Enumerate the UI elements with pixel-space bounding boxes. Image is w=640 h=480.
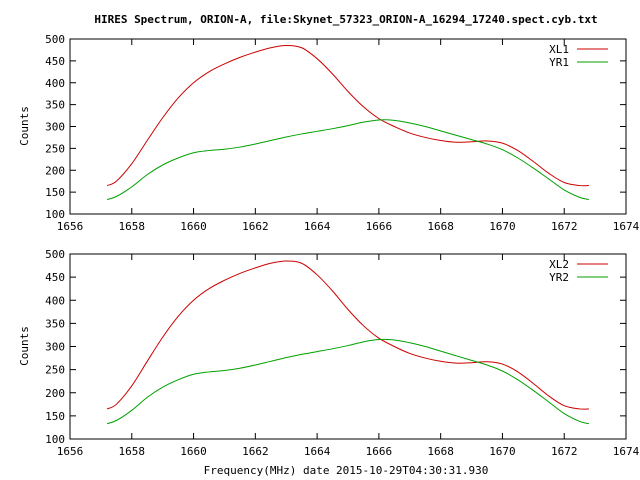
top-x-tick-label: 1664 <box>304 220 331 233</box>
bottom-x-tick-label: 1670 <box>489 445 516 458</box>
top-y-tick-label: 100 <box>45 208 65 221</box>
top-x-tick-label: 1656 <box>57 220 84 233</box>
bottom-y-tick-label: 450 <box>45 271 65 284</box>
top-x-tick-label: 1668 <box>427 220 454 233</box>
top-x-tick-label: 1658 <box>119 220 146 233</box>
top-series-xl1-line <box>106 45 589 187</box>
top-x-tick-label: 1674 <box>613 220 640 233</box>
bottom-y-tick-label: 200 <box>45 387 65 400</box>
bottom-y-tick-label: 400 <box>45 294 65 307</box>
bottom-y-tick-label: 500 <box>45 248 65 261</box>
top-x-tick-label: 1672 <box>551 220 578 233</box>
top-x-tick-label: 1660 <box>180 220 207 233</box>
bottom-series-xl2-line <box>106 260 589 410</box>
bottom-legend-label: XL2 <box>549 258 569 271</box>
x-axis-label: Frequency(MHz) date 2015-10-29T04:30:31.… <box>204 464 489 477</box>
figure-title: HIRES Spectrum, ORION-A, file:Skynet_573… <box>94 13 597 26</box>
bottom-y-axis-label: Counts <box>18 326 31 366</box>
top-legend-label: XL1 <box>549 43 569 56</box>
bottom-y-tick-label: 250 <box>45 364 65 377</box>
bottom-x-tick-label: 1666 <box>366 445 393 458</box>
top-y-tick-label: 150 <box>45 186 65 199</box>
top-y-tick-label: 500 <box>45 33 65 46</box>
bottom-plot-frame <box>69 253 627 440</box>
top-legend-label: YR1 <box>549 56 569 69</box>
bottom-y-tick-label: 150 <box>45 410 65 423</box>
top-y-tick-label: 350 <box>45 99 65 112</box>
top-y-tick-label: 400 <box>45 77 65 90</box>
bottom-x-tick-label: 1660 <box>180 445 207 458</box>
bottom-x-tick-label: 1658 <box>119 445 146 458</box>
bottom-y-tick-label: 100 <box>45 433 65 446</box>
bottom-y-tick-label: 300 <box>45 341 65 354</box>
top-y-tick-label: 300 <box>45 121 65 134</box>
bottom-x-tick-label: 1664 <box>304 445 331 458</box>
top-y-tick-label: 450 <box>45 55 65 68</box>
top-y-tick-label: 250 <box>45 142 65 155</box>
bottom-series-yr2-line <box>106 338 590 425</box>
bottom-x-tick-label: 1656 <box>57 445 84 458</box>
top-y-tick-label: 200 <box>45 164 65 177</box>
bottom-x-tick-label: 1674 <box>613 445 640 458</box>
top-y-axis-label: Counts <box>18 106 31 146</box>
top-x-tick-label: 1670 <box>489 220 516 233</box>
bottom-panel: Counts 100 150 200 250 300 350 400 450 500 1656 16… <box>18 248 640 458</box>
top-panel: Counts 100 150 200 250 300 350 400 450 500 1656 16… <box>18 33 640 233</box>
top-series-yr1-line <box>106 119 590 201</box>
top-x-tick-label: 1662 <box>242 220 269 233</box>
top-x-tick-label: 1666 <box>366 220 393 233</box>
bottom-y-tick-label: 350 <box>45 317 65 330</box>
top-plot-frame <box>69 38 627 215</box>
bottom-x-tick-label: 1672 <box>551 445 578 458</box>
bottom-x-tick-label: 1662 <box>242 445 269 458</box>
bottom-x-tick-label: 1668 <box>427 445 454 458</box>
bottom-legend-label: YR2 <box>549 271 569 284</box>
